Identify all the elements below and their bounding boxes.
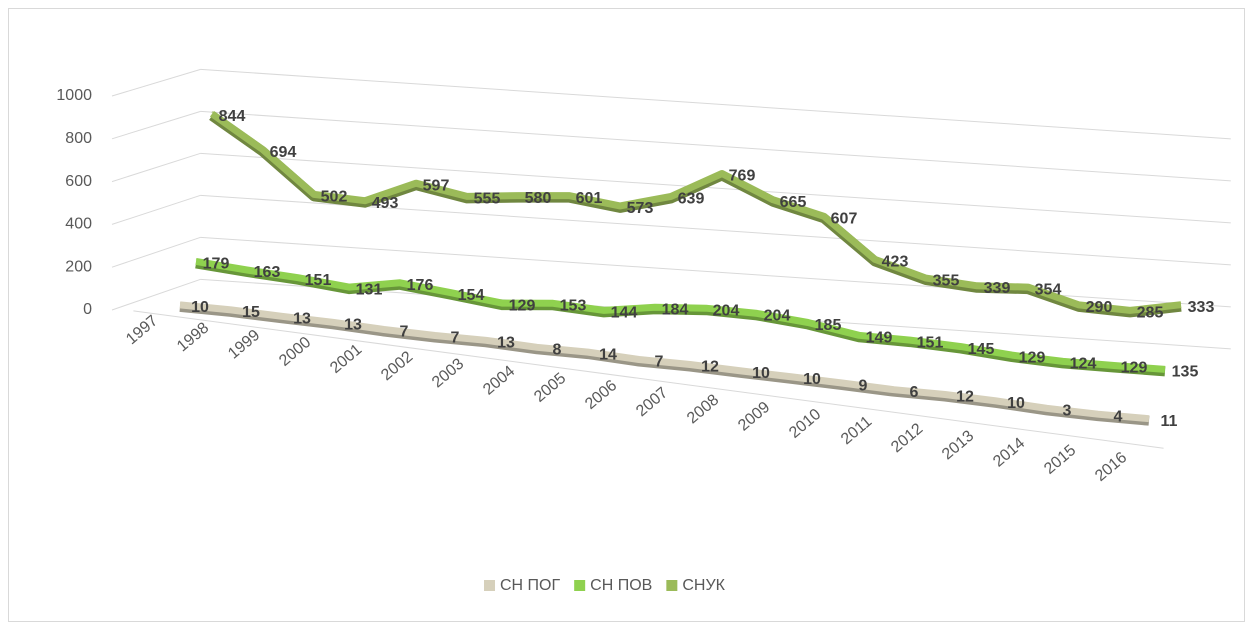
- y-tick-label: 200: [65, 258, 92, 275]
- data-label: 769: [729, 168, 756, 185]
- data-label: 10: [803, 371, 821, 388]
- data-label: 8: [553, 342, 562, 359]
- data-label: 580: [525, 190, 552, 207]
- data-label: 639: [678, 191, 705, 208]
- data-label: 6: [910, 384, 919, 401]
- data-label: 179: [203, 256, 230, 273]
- data-label: 665: [780, 194, 807, 211]
- series-highlight: [211, 110, 1182, 310]
- data-label: 131: [356, 281, 383, 298]
- data-label: 601: [576, 190, 603, 207]
- data-label: 290: [1086, 299, 1113, 316]
- legend: СН ПОГ СН ПОВ СНУК: [484, 577, 726, 594]
- side-grid-line: [111, 278, 201, 311]
- legend-swatch: [666, 580, 678, 591]
- data-label: 149: [866, 330, 893, 347]
- side-grid-line: [111, 236, 201, 268]
- data-label: 15: [242, 304, 260, 321]
- legend-swatch: [484, 580, 495, 591]
- data-label: 339: [984, 280, 1011, 297]
- data-label: 129: [1121, 360, 1148, 377]
- data-label: 13: [293, 310, 311, 327]
- data-label: 204: [764, 308, 791, 325]
- y-tick-label: 400: [65, 216, 92, 233]
- side-grid-line: [111, 110, 201, 140]
- grid-line: [200, 68, 1231, 140]
- data-label: 10: [752, 365, 770, 382]
- y-tick-label: 600: [65, 173, 92, 190]
- data-label: 129: [1019, 349, 1046, 366]
- data-label: 333: [1188, 299, 1215, 316]
- data-label: 184: [662, 301, 689, 318]
- data-label: 3: [1063, 403, 1072, 420]
- data-label: 151: [305, 272, 332, 289]
- data-label: 153: [560, 297, 587, 314]
- data-label: 573: [627, 200, 654, 217]
- data-label: 144: [611, 305, 638, 322]
- data-label: 163: [254, 264, 281, 281]
- labels: 10 15 13 13 7 7 13 8 14 7 12 10 10 9 6 12 10 3 4 11 179 163 15…: [191, 108, 1214, 430]
- legend-label: СН ПОГ: [500, 577, 561, 594]
- data-label: 354: [1035, 281, 1062, 298]
- data-label: 4: [1114, 408, 1123, 425]
- data-label: 7: [655, 354, 664, 371]
- data-label: 844: [219, 108, 246, 125]
- series-line: [195, 257, 1166, 373]
- side-grid-line: [111, 68, 201, 97]
- data-label: 9: [859, 377, 868, 394]
- data-label: 12: [956, 389, 974, 406]
- side-grid-line: [111, 194, 201, 225]
- data-label: 129: [509, 297, 536, 314]
- grid-line: [200, 110, 1231, 182]
- grid-line: [200, 194, 1231, 266]
- data-label: 285: [1137, 305, 1164, 322]
- data-label: 607: [831, 211, 858, 228]
- grid-line: [200, 152, 1231, 224]
- side-grid-line: [111, 152, 201, 183]
- data-label: 597: [423, 177, 450, 194]
- data-label: 11: [1161, 413, 1178, 430]
- data-label: 10: [1007, 395, 1025, 412]
- data-label: 423: [882, 254, 909, 271]
- lines: [179, 110, 1182, 426]
- data-label: 7: [400, 324, 409, 341]
- data-label: 145: [968, 341, 995, 358]
- data-label: 124: [1070, 356, 1097, 373]
- x-axis: [133, 310, 1164, 449]
- data-label: 493: [372, 195, 399, 212]
- data-label: 135: [1172, 364, 1199, 381]
- data-label: 502: [321, 189, 348, 206]
- data-label: 12: [701, 359, 719, 376]
- data-label: 13: [344, 316, 362, 333]
- data-label: 355: [933, 272, 960, 289]
- legend-label: СН ПОВ: [590, 577, 652, 594]
- y-tick-label: 0: [83, 301, 92, 318]
- data-label: 694: [270, 144, 297, 161]
- series-line: [179, 301, 1150, 423]
- data-label: 204: [713, 302, 740, 319]
- data-label: 7: [451, 330, 460, 347]
- series-highlight: [195, 258, 1166, 369]
- legend-label: СНУК: [682, 577, 725, 594]
- y-tick-label: 1000: [56, 87, 92, 104]
- series-line: [209, 110, 1182, 314]
- data-label: 555: [474, 191, 501, 208]
- data-label: 10: [191, 299, 209, 316]
- data-label: 151: [917, 334, 944, 351]
- data-label: 176: [407, 277, 434, 294]
- legend-swatch: [574, 580, 586, 591]
- series-highlight: [179, 301, 1150, 418]
- data-label: 14: [599, 346, 617, 363]
- data-label: 185: [815, 317, 842, 334]
- data-label: 13: [497, 334, 515, 351]
- data-label: 154: [458, 287, 485, 304]
- y-tick-label: 800: [65, 130, 92, 147]
